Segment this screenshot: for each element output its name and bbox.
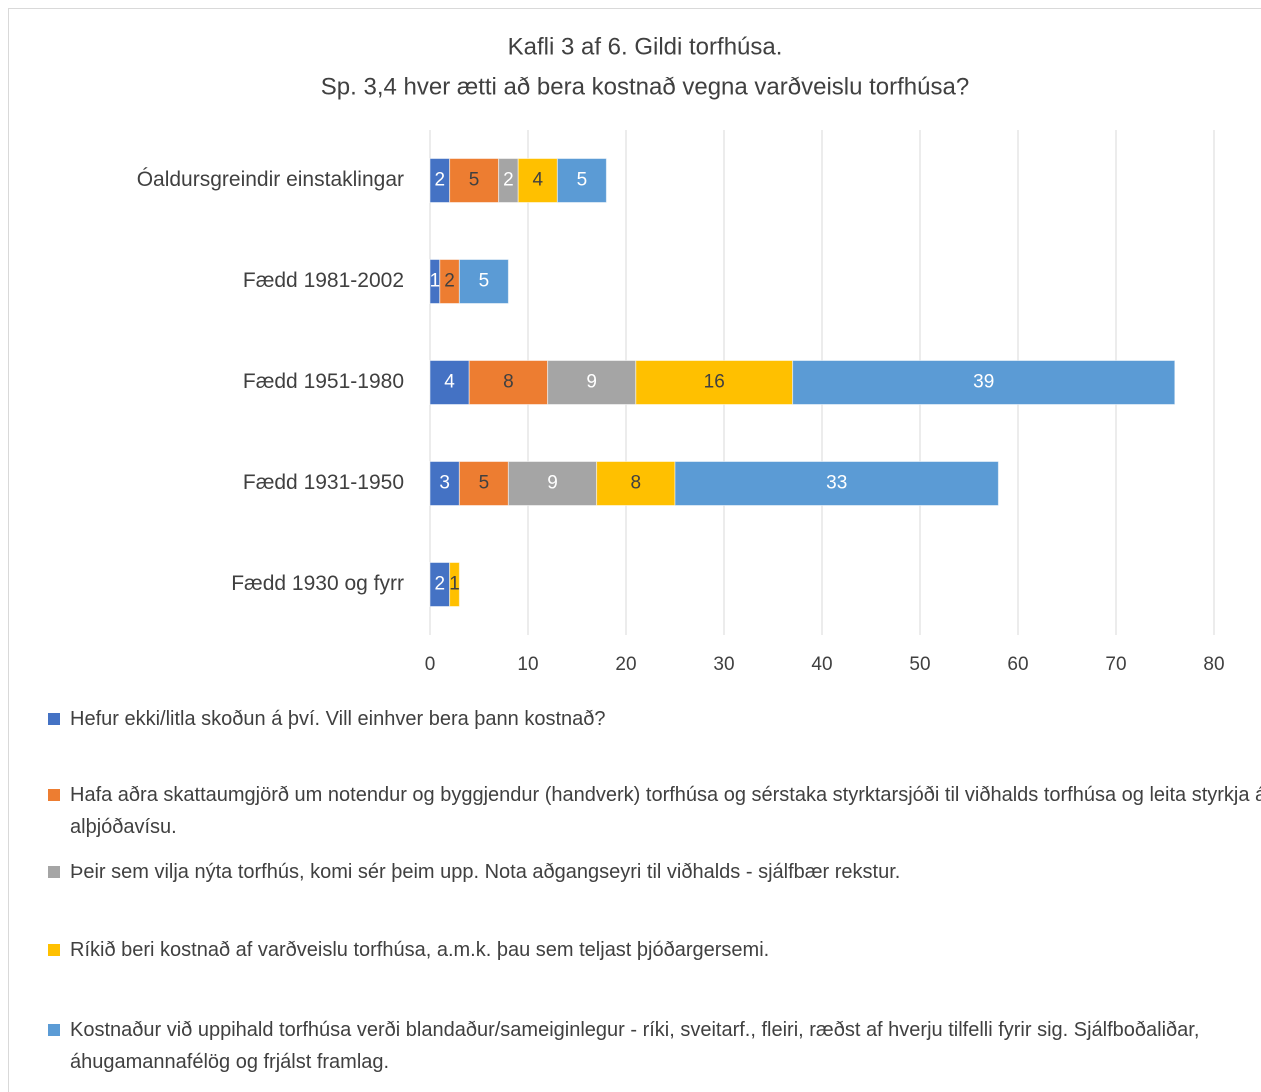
legend-swatch [48, 944, 60, 956]
legend-label: Hafa aðra skattaumgjörð um notendur og b… [70, 784, 1261, 838]
data-label: 5 [479, 271, 490, 292]
y-tick-label: Fædd 1931-1950 [243, 471, 404, 494]
x-tick-label: 40 [811, 654, 832, 675]
y-tick-label: Fædd 1951-1980 [243, 370, 404, 393]
x-tick-label: 0 [425, 654, 436, 675]
x-tick-label: 50 [909, 654, 930, 675]
bar-segment [674, 461, 999, 506]
data-label: 4 [444, 372, 455, 393]
bar-segment [517, 158, 558, 203]
legend-swatch [48, 866, 60, 878]
chart-title: Kafli 3 af 6. Gildi torfhúsa. [508, 33, 783, 60]
bar-segment [556, 158, 607, 203]
data-label: 1 [449, 574, 460, 595]
data-label: 2 [503, 170, 514, 191]
legend-label: Kostnaður við uppihald torfhúsa verði bl… [70, 1019, 1200, 1073]
bar-segment [547, 360, 637, 405]
y-tick-label: Fædd 1930 og fyrr [231, 572, 404, 595]
chart-border [8, 8, 1261, 1092]
data-label: 2 [435, 574, 446, 595]
bar-segment [596, 461, 676, 506]
data-label: 33 [826, 473, 847, 494]
legend-swatch [48, 1024, 60, 1036]
data-label: 3 [439, 473, 450, 494]
data-label: 5 [577, 170, 588, 191]
bar-segment [458, 461, 509, 506]
bar-segment [458, 259, 509, 304]
legend-item: Kostnaður við uppihald torfhúsa verði bl… [48, 1014, 1261, 1078]
bar-segment [449, 158, 500, 203]
bar-segment [429, 360, 470, 405]
bar-segment [429, 461, 460, 506]
legend-swatch [48, 713, 60, 725]
x-tick-label: 60 [1007, 654, 1028, 675]
data-label: 39 [973, 372, 994, 393]
data-label: 8 [503, 372, 514, 393]
data-label: 2 [435, 170, 446, 191]
y-tick-label: Fædd 1981-2002 [243, 269, 404, 292]
data-label: 9 [547, 473, 558, 494]
legend-item: Hefur ekki/litla skoðun á því. Vill einh… [48, 703, 1261, 735]
data-label: 5 [469, 170, 480, 191]
chart-subtitle: Sp. 3,4 hver ætti að bera kostnað vegna … [321, 73, 969, 100]
x-tick-label: 70 [1105, 654, 1126, 675]
legend-item: Hafa aðra skattaumgjörð um notendur og b… [48, 779, 1261, 843]
x-tick-label: 20 [615, 654, 636, 675]
legend-item: Ríkið beri kostnað af varðveislu torfhús… [48, 934, 1261, 966]
bar-segment [792, 360, 1176, 405]
bar-segment [449, 562, 460, 607]
x-tick-label: 30 [713, 654, 734, 675]
data-label: 8 [631, 473, 642, 494]
y-tick-label: Óaldursgreindir einstaklingar [137, 168, 404, 191]
bar-segment [468, 360, 549, 405]
legend-swatch [48, 789, 60, 801]
data-label: 2 [444, 271, 455, 292]
legend-label: Hefur ekki/litla skoðun á því. Vill einh… [70, 708, 606, 730]
data-label: 16 [704, 372, 725, 393]
legend-label: Ríkið beri kostnað af varðveislu torfhús… [70, 939, 770, 961]
data-label: 9 [586, 372, 597, 393]
data-label: 1 [430, 271, 441, 292]
data-label: 5 [479, 473, 490, 494]
data-label: 4 [533, 170, 544, 191]
legend-item: Þeir sem vilja nýta torfhús, komi sér þe… [48, 856, 1261, 888]
legend-label: Þeir sem vilja nýta torfhús, komi sér þe… [70, 861, 901, 883]
bar-segment [635, 360, 794, 405]
bar-segment [507, 461, 598, 506]
x-tick-label: 10 [517, 654, 538, 675]
x-tick-label: 80 [1203, 654, 1224, 675]
